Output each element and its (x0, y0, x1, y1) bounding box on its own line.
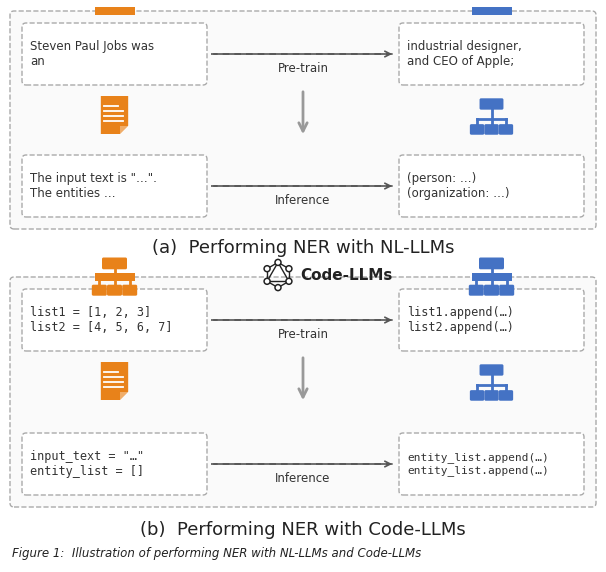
Circle shape (275, 285, 281, 291)
FancyBboxPatch shape (22, 23, 207, 85)
FancyBboxPatch shape (399, 289, 584, 351)
Text: Inference: Inference (275, 193, 331, 206)
FancyBboxPatch shape (469, 285, 484, 296)
Circle shape (264, 279, 270, 284)
FancyBboxPatch shape (102, 257, 127, 269)
FancyBboxPatch shape (484, 390, 499, 401)
Text: Pre-train: Pre-train (278, 328, 328, 340)
FancyBboxPatch shape (479, 98, 504, 110)
Text: (person: …)
(organization: …): (person: …) (organization: …) (407, 172, 510, 200)
Text: Pre-train: Pre-train (278, 62, 328, 74)
Polygon shape (101, 96, 128, 134)
FancyBboxPatch shape (484, 124, 499, 135)
Text: (b)  Performing NER with Code-LLMs: (b) Performing NER with Code-LLMs (140, 521, 466, 539)
Circle shape (286, 279, 292, 284)
FancyBboxPatch shape (399, 155, 584, 217)
Text: entity_list.append(…)
entity_list.append(…): entity_list.append(…) entity_list.append… (407, 452, 549, 476)
Circle shape (275, 259, 281, 265)
Text: list1 = [1, 2, 3]
list2 = [4, 5, 6, 7]: list1 = [1, 2, 3] list2 = [4, 5, 6, 7] (30, 306, 173, 334)
FancyBboxPatch shape (499, 390, 513, 401)
Text: list1.append(…)
list2.append(…): list1.append(…) list2.append(…) (407, 306, 514, 334)
Bar (95, 7, 135, 15)
Text: Figure 1:  Illustration of performing NER with NL-LLMs and Code-LLMs: Figure 1: Illustration of performing NER… (12, 547, 421, 560)
Text: (a)  Performing NER with NL-LLMs: (a) Performing NER with NL-LLMs (152, 239, 454, 257)
FancyBboxPatch shape (122, 285, 137, 296)
FancyBboxPatch shape (10, 277, 596, 507)
Bar (471, 7, 511, 15)
FancyBboxPatch shape (499, 285, 514, 296)
Text: industrial designer,
and CEO of Apple;: industrial designer, and CEO of Apple; (407, 40, 522, 68)
FancyBboxPatch shape (22, 289, 207, 351)
Polygon shape (120, 126, 128, 134)
Polygon shape (101, 362, 128, 400)
Bar (471, 273, 511, 281)
Polygon shape (120, 392, 128, 400)
FancyBboxPatch shape (470, 124, 484, 135)
FancyBboxPatch shape (499, 124, 513, 135)
Text: input_text = "…"
entity_list = []: input_text = "…" entity_list = [] (30, 450, 144, 478)
FancyBboxPatch shape (479, 364, 504, 376)
Bar (95, 273, 135, 281)
FancyBboxPatch shape (22, 433, 207, 495)
FancyBboxPatch shape (399, 433, 584, 495)
FancyBboxPatch shape (484, 285, 499, 296)
FancyBboxPatch shape (479, 257, 504, 269)
Circle shape (286, 266, 292, 272)
Circle shape (264, 266, 270, 272)
Text: Inference: Inference (275, 471, 331, 484)
FancyBboxPatch shape (10, 11, 596, 229)
Text: The input text is "…".
The entities …: The input text is "…". The entities … (30, 172, 157, 200)
FancyBboxPatch shape (92, 285, 107, 296)
FancyBboxPatch shape (470, 390, 484, 401)
FancyBboxPatch shape (399, 23, 584, 85)
Text: Code-LLMs: Code-LLMs (300, 268, 392, 283)
Text: Steven Paul Jobs was
an: Steven Paul Jobs was an (30, 40, 154, 68)
FancyBboxPatch shape (22, 155, 207, 217)
FancyBboxPatch shape (107, 285, 122, 296)
